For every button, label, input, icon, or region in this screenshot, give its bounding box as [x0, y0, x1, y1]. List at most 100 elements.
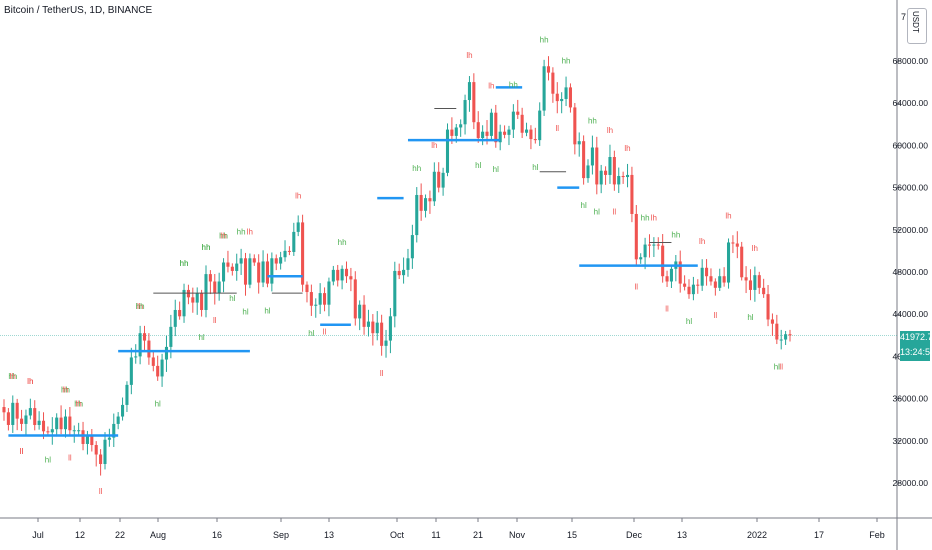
swing-label: hl: [229, 294, 235, 303]
swing-label: hh: [237, 227, 246, 236]
swing-label: ll: [20, 447, 24, 456]
candle-body: [661, 245, 665, 277]
swing-label: ll: [20, 447, 24, 456]
candle-body: [129, 357, 133, 385]
swing-label: ll: [323, 328, 327, 337]
candle-body: [582, 141, 586, 179]
swing-label: ll: [555, 124, 559, 133]
candle-body: [230, 266, 234, 271]
candle-body: [186, 289, 190, 298]
candle-body: [81, 430, 85, 444]
candle-body: [85, 435, 89, 444]
x-tick-label: Dec: [626, 530, 643, 540]
y-tick-label: 32000.00: [893, 436, 929, 446]
candle-body: [393, 270, 397, 317]
candle-body: [121, 404, 125, 417]
candle-body: [235, 263, 239, 271]
swing-label: hl: [686, 317, 692, 326]
candle-body: [182, 289, 186, 317]
candle-body: [72, 430, 76, 432]
candle-body: [6, 412, 10, 425]
candle-body: [406, 258, 410, 270]
x-tick-label: Sep: [273, 530, 289, 540]
candle-body: [94, 445, 98, 455]
x-tick-label: Jul: [32, 530, 44, 540]
swing-label: hh: [338, 238, 347, 247]
swing-label: lh: [10, 372, 16, 381]
candle-body: [353, 279, 357, 319]
swing-label: hh: [136, 302, 145, 311]
swing-label: hl: [581, 201, 587, 210]
swing-label: ll: [665, 304, 669, 313]
candle-body: [639, 257, 643, 260]
swing-label: lh: [220, 232, 226, 241]
candle-body: [437, 171, 441, 188]
x-tick-label: 16: [212, 530, 222, 540]
swing-label: lh: [431, 141, 437, 150]
candle-body: [546, 66, 551, 73]
swing-label: ll: [68, 453, 72, 462]
candle-body: [424, 198, 428, 211]
candle-body: [735, 243, 739, 247]
swing-label: hl: [532, 163, 538, 172]
candle-body: [770, 319, 774, 324]
candle-body: [371, 321, 375, 334]
candle-body: [669, 268, 673, 282]
swing-label: hh: [8, 372, 17, 381]
swing-label: lh: [76, 399, 82, 408]
y-tick-label: 56000.00: [893, 183, 929, 193]
candle-body: [599, 170, 603, 185]
candle-body: [691, 284, 695, 295]
candle-body: [481, 131, 485, 139]
swing-label: ll: [779, 363, 783, 372]
candle-body: [384, 340, 388, 346]
symbol-title: Bitcoin / TetherUS, 1D, BINANCE: [4, 5, 153, 16]
swing-label: ll: [613, 207, 617, 216]
candle-body: [243, 258, 248, 285]
candle-body: [617, 175, 621, 185]
candle-body: [388, 316, 392, 341]
candle-body: [327, 281, 331, 305]
x-tick-label: Aug: [150, 530, 166, 540]
candle-body: [160, 359, 164, 377]
candle-body: [428, 198, 432, 202]
candle-body: [147, 340, 151, 358]
swing-label: hh: [74, 399, 83, 408]
swing-label: hh: [588, 117, 597, 126]
x-tick-label: Nov: [509, 530, 526, 540]
swing-label: ll: [99, 487, 103, 496]
currency-badge[interactable]: USDT: [907, 8, 927, 44]
swing-label: lh: [752, 244, 758, 253]
candle-body: [265, 261, 270, 284]
x-tick-label: Feb: [869, 530, 885, 540]
swing-label: hh: [202, 243, 211, 252]
candle-body: [744, 277, 748, 281]
candle-body: [467, 82, 471, 101]
candle-body: [116, 416, 120, 424]
candle-body: [252, 258, 256, 263]
swing-label: lh: [699, 237, 705, 246]
candle-body: [112, 423, 116, 438]
candle-body: [11, 402, 15, 425]
candle-body: [665, 276, 669, 282]
candle-body: [784, 334, 788, 340]
candle-body: [722, 276, 726, 283]
candle-body: [296, 222, 300, 232]
candle-body: [533, 139, 537, 141]
swing-label: hh: [61, 386, 70, 395]
candle-body: [362, 304, 366, 327]
swing-label: hh: [641, 214, 650, 223]
candle-body: [41, 420, 46, 432]
candle-body: [169, 326, 173, 347]
candle-body: [441, 172, 445, 188]
swing-label: hh: [219, 232, 228, 241]
candle-body: [445, 129, 450, 173]
swing-label: hl: [155, 399, 161, 408]
candle-body: [612, 157, 616, 185]
y-tick-label: 68000.00: [893, 56, 929, 66]
candle-body: [59, 417, 63, 430]
candle-body: [239, 258, 243, 264]
candle-body: [103, 439, 107, 465]
candle-body: [200, 293, 204, 310]
